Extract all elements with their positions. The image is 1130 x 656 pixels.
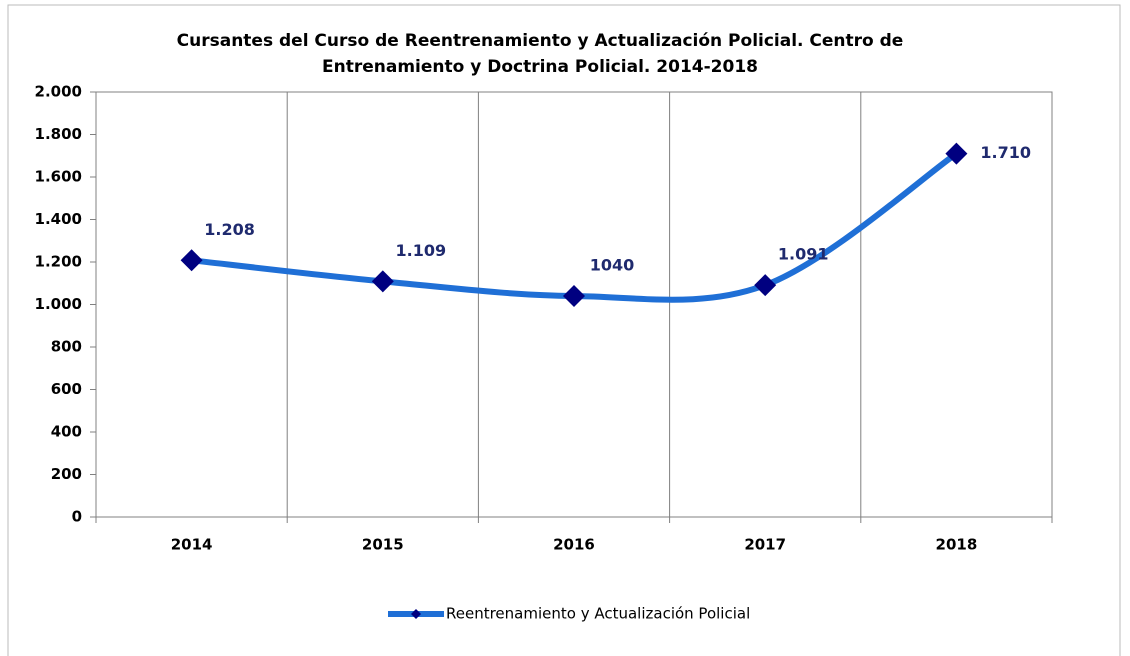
x-tick-label: 2016 bbox=[553, 536, 595, 554]
data-point bbox=[945, 142, 968, 165]
legend-label: Reentrenamiento y Actualización Policial bbox=[446, 605, 750, 623]
chart-frame bbox=[7, 4, 1121, 656]
x-tick-label: 2014 bbox=[171, 536, 213, 554]
y-tick-label: 200 bbox=[51, 465, 82, 483]
data-label: 1.091 bbox=[778, 245, 829, 264]
y-tick-label: 1.600 bbox=[35, 168, 82, 186]
y-tick-label: 1.800 bbox=[35, 125, 82, 143]
chart-title: Cursantes del Curso de Reentrenamiento y… bbox=[176, 31, 904, 77]
y-tick-label: 600 bbox=[51, 380, 82, 398]
data-label: 1.109 bbox=[395, 241, 446, 260]
y-tick-label: 400 bbox=[51, 423, 82, 441]
series-line bbox=[188, 150, 960, 303]
data-point bbox=[754, 274, 777, 297]
data-point bbox=[371, 270, 394, 293]
y-tick-label: 0 bbox=[72, 508, 82, 526]
x-tick-label: 2017 bbox=[744, 536, 786, 554]
y-tick-label: 800 bbox=[51, 338, 82, 356]
y-tick-label: 2.000 bbox=[35, 83, 82, 101]
data-label: 1040 bbox=[590, 256, 635, 275]
data-point bbox=[180, 249, 203, 272]
data-point bbox=[563, 285, 585, 307]
data-label: 1.208 bbox=[204, 220, 255, 239]
x-tick-label: 2018 bbox=[936, 536, 978, 554]
y-tick-label: 1.400 bbox=[35, 210, 82, 228]
legend-marker bbox=[411, 609, 421, 619]
y-tick-label: 1.000 bbox=[35, 295, 82, 313]
y-tick-label: 1.200 bbox=[35, 253, 82, 271]
data-label: 1.710 bbox=[980, 143, 1031, 162]
x-tick-label: 2015 bbox=[362, 536, 404, 554]
